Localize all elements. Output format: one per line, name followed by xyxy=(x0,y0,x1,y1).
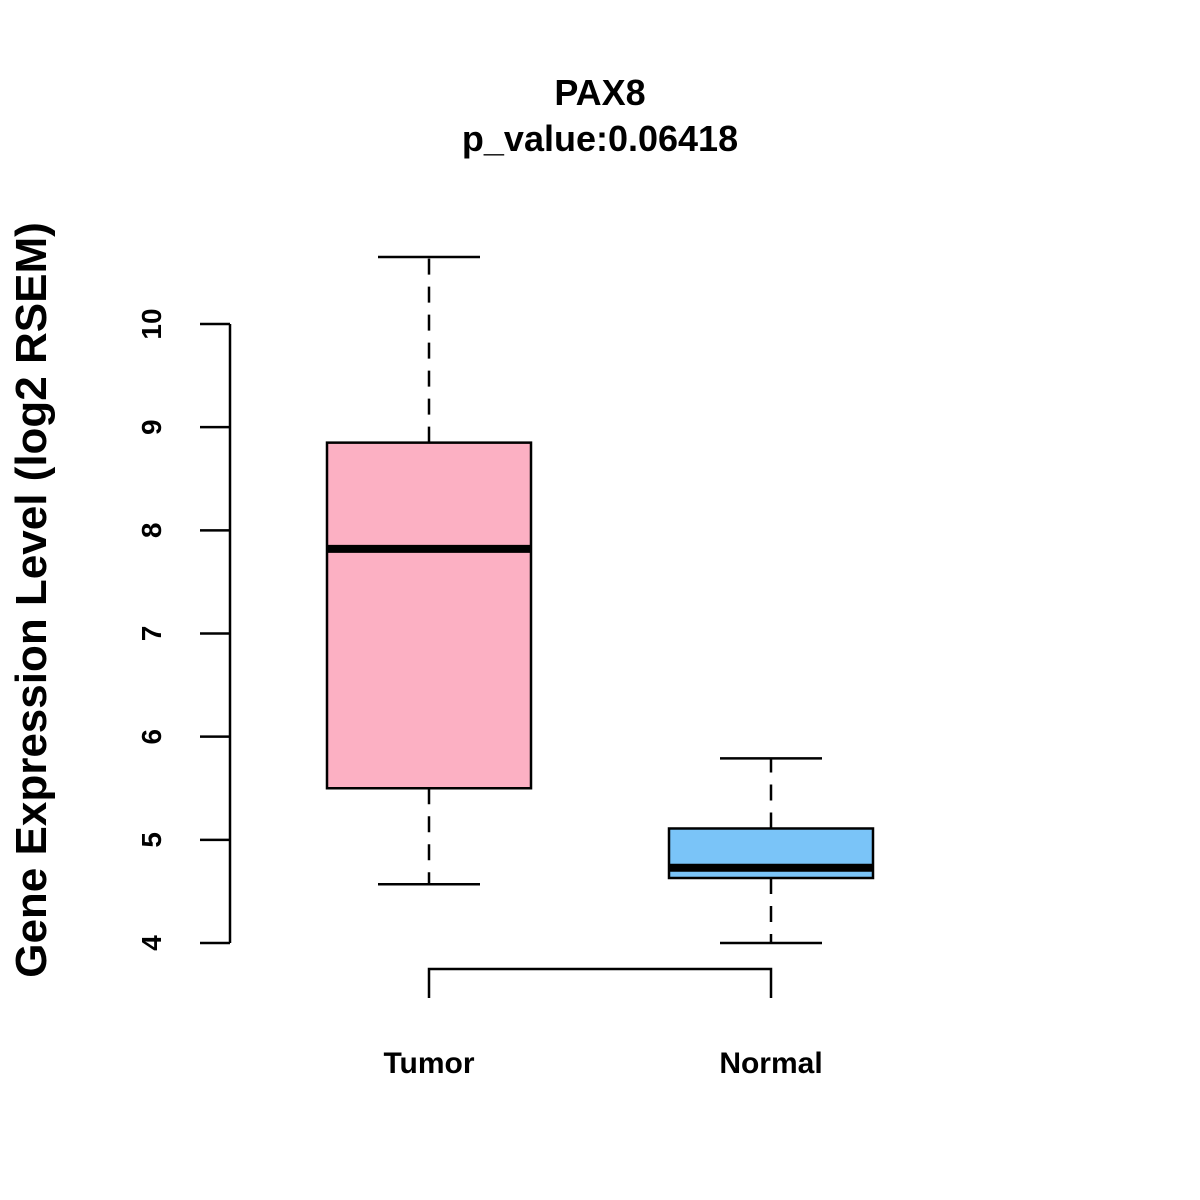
y-tick-label: 7 xyxy=(136,626,167,642)
y-tick-label: 8 xyxy=(136,523,167,539)
comparison-bracket xyxy=(427,967,773,998)
box-tumor xyxy=(325,255,533,886)
bracket-line xyxy=(427,967,773,998)
boxes xyxy=(325,255,875,945)
category-label-tumor: Tumor xyxy=(383,1047,474,1080)
chart-subtitle: p_value:0.06418 xyxy=(462,118,738,159)
category-label-normal: Normal xyxy=(719,1047,822,1080)
y-tick-label: 5 xyxy=(136,832,167,848)
y-tick-label: 10 xyxy=(136,308,167,339)
y-tick-label: 4 xyxy=(136,935,167,951)
y-tick-label: 9 xyxy=(136,419,167,435)
y-tick-label: 6 xyxy=(136,729,167,745)
category-labels: Tumor Normal xyxy=(383,1047,822,1080)
box-body xyxy=(325,441,533,790)
chart-title: PAX8 xyxy=(554,72,645,113)
box-normal xyxy=(667,757,875,945)
y-axis: 4 5 6 7 8 9 10 xyxy=(136,308,232,951)
y-axis-label: Gene Expression Level (log2 RSEM) xyxy=(7,222,56,978)
